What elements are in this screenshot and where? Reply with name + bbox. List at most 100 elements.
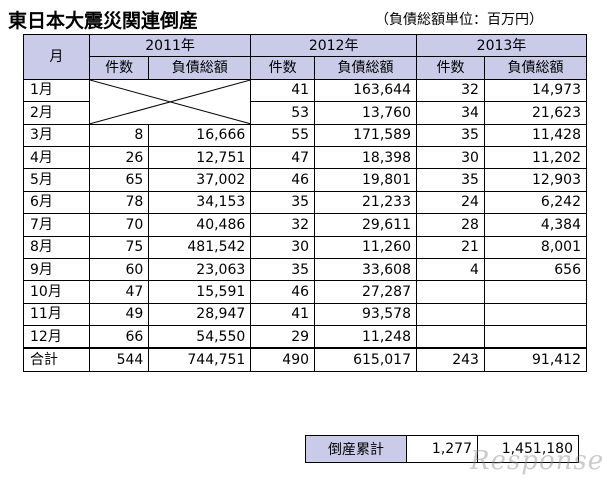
debt-cell-2011: 16,666 [148, 123, 252, 147]
table-row: 3月 8 16,666 55 171,589 35 11,428 [23, 123, 588, 147]
cumulative-debt: 1,451,180 [477, 435, 579, 463]
debt-cell-2013: 12,903 [483, 168, 588, 192]
cumulative-count: 1,277 [406, 435, 478, 463]
count-cell-2013: 35 [416, 123, 485, 147]
debt-cell-2013: 656 [483, 257, 588, 282]
year-header-row: 月 2011年 2012年 2013年 [23, 33, 587, 80]
page-title: 東日本大震災関連倒産 [8, 10, 199, 32]
count-cell-2011: 66 [88, 325, 150, 349]
debt-cell-2012: 21,233 [314, 190, 417, 215]
count-cell-2012: 55 [250, 123, 316, 147]
count-cell-2012: 41 [250, 78, 316, 103]
debt-cell-2012: 93,578 [314, 302, 417, 327]
cross-mark [90, 80, 250, 124]
unit-note: （負債総額単位：百万円） [375, 12, 543, 28]
count-cell-2012: 47 [250, 145, 316, 170]
debt-cell-2012: 29,611 [314, 213, 417, 237]
count-cell-2012: 490 [250, 347, 316, 372]
sub-header-debt-2012: 負債総額 [314, 56, 417, 80]
table-row: 12月 66 54,550 29 11,248 [23, 325, 588, 349]
count-cell-2013: 32 [416, 78, 485, 103]
count-cell-2012: 32 [250, 213, 316, 237]
total-row: 合計 544 744,751 490 615,017 243 91,412 [23, 347, 588, 372]
month-cell: 5月 [23, 168, 90, 192]
debt-cell-2012: 33,608 [314, 257, 417, 282]
debt-cell-2013: 8,001 [483, 235, 588, 259]
debt-cell-2011: 37,002 [148, 168, 252, 192]
debt-cell-2013: 4,384 [483, 213, 588, 237]
count-cell-2012: 30 [250, 235, 316, 259]
debt-cell-2013 [483, 280, 588, 304]
count-cell-2011: 78 [88, 190, 150, 215]
debt-cell-2013: 11,428 [483, 123, 588, 147]
count-cell-2013 [416, 280, 485, 304]
year-header-2012: 2012年 [250, 33, 417, 58]
debt-cell-2012: 11,260 [314, 235, 417, 259]
count-cell-2012: 53 [250, 101, 316, 125]
table-row: 7月 70 40,486 32 29,611 28 4,384 [23, 213, 588, 237]
sub-header-count-2013: 件数 [416, 56, 485, 80]
table-row: 11月 49 28,947 41 93,578 [23, 302, 588, 327]
month-cell: 2月 [23, 101, 90, 125]
count-cell-2013: 35 [416, 168, 485, 192]
month-cell: 8月 [23, 235, 90, 259]
cumulative-label: 倒産累計 [305, 435, 407, 463]
count-cell-2011: 544 [88, 347, 150, 372]
count-cell-2012: 41 [250, 302, 316, 327]
table-row: 8月 75 481,542 30 11,260 21 8,001 [23, 235, 588, 259]
cumulative-table: 倒産累計 1,277 1,451,180 [305, 435, 579, 463]
watermark-logo: Response [470, 446, 602, 476]
sub-header-debt-2011: 負債総額 [148, 56, 252, 80]
month-cell: 4月 [23, 145, 90, 170]
debt-cell-2012: 18,398 [314, 145, 417, 170]
debt-cell-2013 [483, 302, 588, 327]
table-row: 10月 47 15,591 46 27,287 [23, 280, 588, 304]
month-cell: 7月 [23, 213, 90, 237]
count-cell-2013: 4 [416, 257, 485, 282]
debt-cell-2013 [483, 325, 588, 349]
count-cell-2012: 35 [250, 190, 316, 215]
month-cell: 3月 [23, 123, 90, 147]
count-cell-2011: 26 [88, 145, 150, 170]
month-cell: 12月 [23, 325, 90, 349]
debt-cell-2013: 91,412 [483, 347, 588, 372]
count-cell-2013: 30 [416, 145, 485, 170]
debt-cell-2011: 28,947 [148, 302, 252, 327]
debt-cell-2012: 615,017 [314, 347, 417, 372]
debt-cell-2011: 34,153 [148, 190, 252, 215]
count-cell-2011: 65 [88, 168, 150, 192]
table-row: 4月 26 12,751 47 18,398 30 11,202 [23, 145, 588, 170]
sub-header-row: 件数 負債総額 件数 負債総額 件数 負債総額 [24, 56, 588, 80]
debt-cell-2012: 171,589 [314, 123, 417, 147]
table-row: 2月 53 13,760 34 21,623 [23, 101, 588, 125]
count-cell-2013: 24 [416, 190, 485, 215]
debt-cell-2012: 163,644 [314, 78, 417, 103]
debt-cell-2011: 744,751 [148, 347, 252, 372]
month-cell: 11月 [23, 302, 90, 327]
month-cell: 10月 [23, 280, 90, 304]
bankruptcy-table: 月 2011年 2012年 2013年 件数 負債総額 件数 負債総額 件数 負… [23, 33, 588, 372]
count-cell-2013 [416, 325, 485, 349]
count-cell-2013: 243 [416, 347, 485, 372]
count-cell-2011: 8 [88, 123, 150, 147]
debt-cell-2012: 19,801 [314, 168, 417, 192]
count-cell-2012: 35 [250, 257, 316, 282]
month-cell: 合計 [23, 347, 90, 372]
debt-cell-2013: 11,202 [483, 145, 588, 170]
count-cell-2011: 47 [88, 280, 150, 304]
debt-cell-2011: 40,486 [148, 213, 252, 237]
debt-cell-2011: 15,591 [148, 280, 252, 304]
sub-header-count-2011: 件数 [88, 56, 150, 80]
debt-cell-2011: 23,063 [148, 257, 252, 282]
debt-cell-2011: 481,542 [148, 235, 252, 259]
debt-cell-2012: 27,287 [314, 280, 417, 304]
count-cell-2011: 60 [88, 257, 150, 282]
month-cell: 9月 [23, 257, 90, 282]
month-cell: 1月 [23, 78, 90, 103]
count-cell-2013 [416, 302, 485, 327]
count-cell-2013: 34 [416, 101, 485, 125]
debt-cell-2012: 13,760 [314, 101, 417, 125]
debt-cell-2012: 11,248 [314, 325, 417, 349]
year-header-2011: 2011年 [88, 33, 252, 58]
count-cell-2012: 46 [250, 168, 316, 192]
